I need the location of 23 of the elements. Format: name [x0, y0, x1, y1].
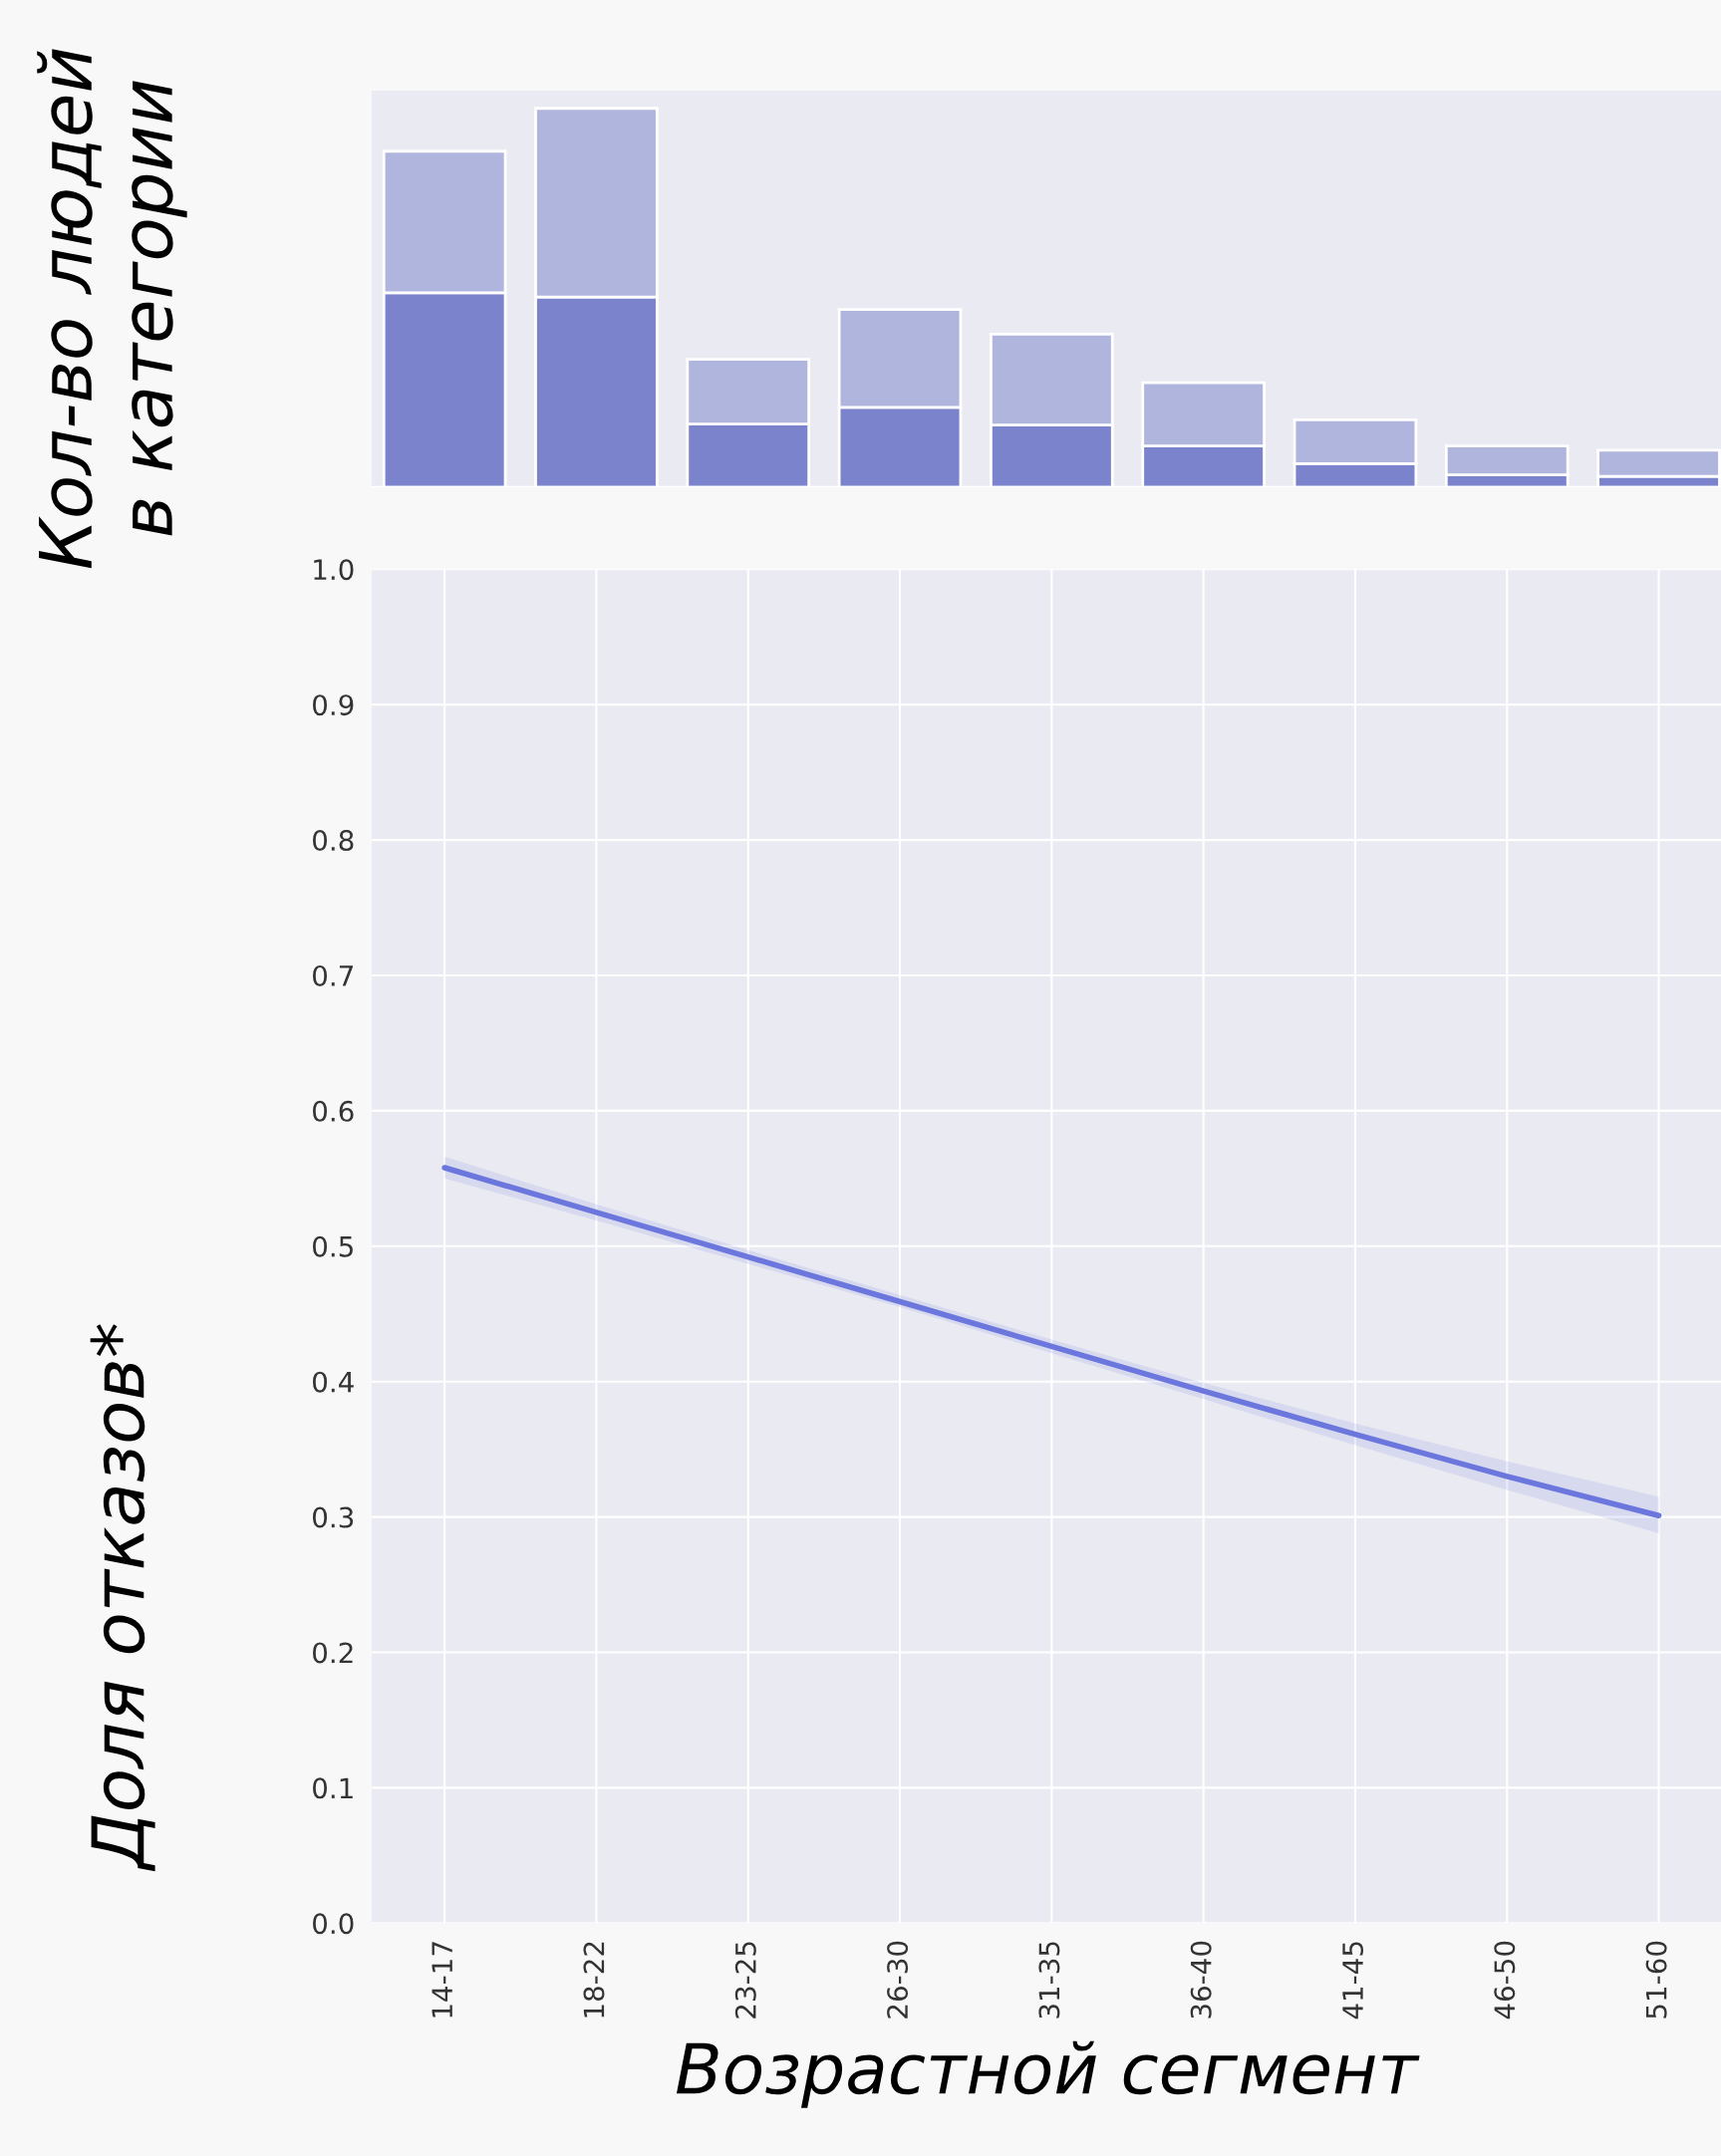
- x-axis-title: Возрастной сегмент: [676, 2040, 1420, 2108]
- y-axis-title: Доля отказов*: [90, 1324, 155, 1872]
- y-tick-label: 0.3: [313, 1506, 354, 1528]
- y-tick-label: 0.8: [313, 830, 354, 852]
- y-tick-label: 0.5: [313, 1235, 353, 1257]
- x-tick-label: 51-60: [1645, 1941, 1667, 2019]
- y-tick-label: 0.2: [313, 1642, 353, 1664]
- y-tick-label: 0.9: [313, 694, 354, 716]
- y-tick-label: 0.0: [313, 1913, 354, 1935]
- x-tick-label: 18-22: [583, 1942, 605, 2018]
- y-tick-label: 0.4: [313, 1371, 354, 1393]
- x-tick-label: 14-17: [431, 1942, 452, 2018]
- y-axis-title: Кол-во людей в категории: [37, 49, 187, 569]
- y-tick-label: 0.6: [313, 1100, 354, 1122]
- x-tick-label: 41-45: [1342, 1942, 1364, 2020]
- x-tick-label: 31-35: [1038, 1942, 1060, 2019]
- x-tick-label: 26-30: [887, 1941, 909, 2019]
- y-tick-label: 0.1: [313, 1777, 353, 1799]
- y-tick-label: 1.0: [314, 559, 354, 581]
- x-tick-label: 36-40: [1190, 1941, 1212, 2019]
- y-tick-label: 0.7: [313, 964, 353, 986]
- x-tick-label: 46-50: [1494, 1941, 1516, 2020]
- x-tick-label: 23-25: [734, 1942, 756, 2019]
